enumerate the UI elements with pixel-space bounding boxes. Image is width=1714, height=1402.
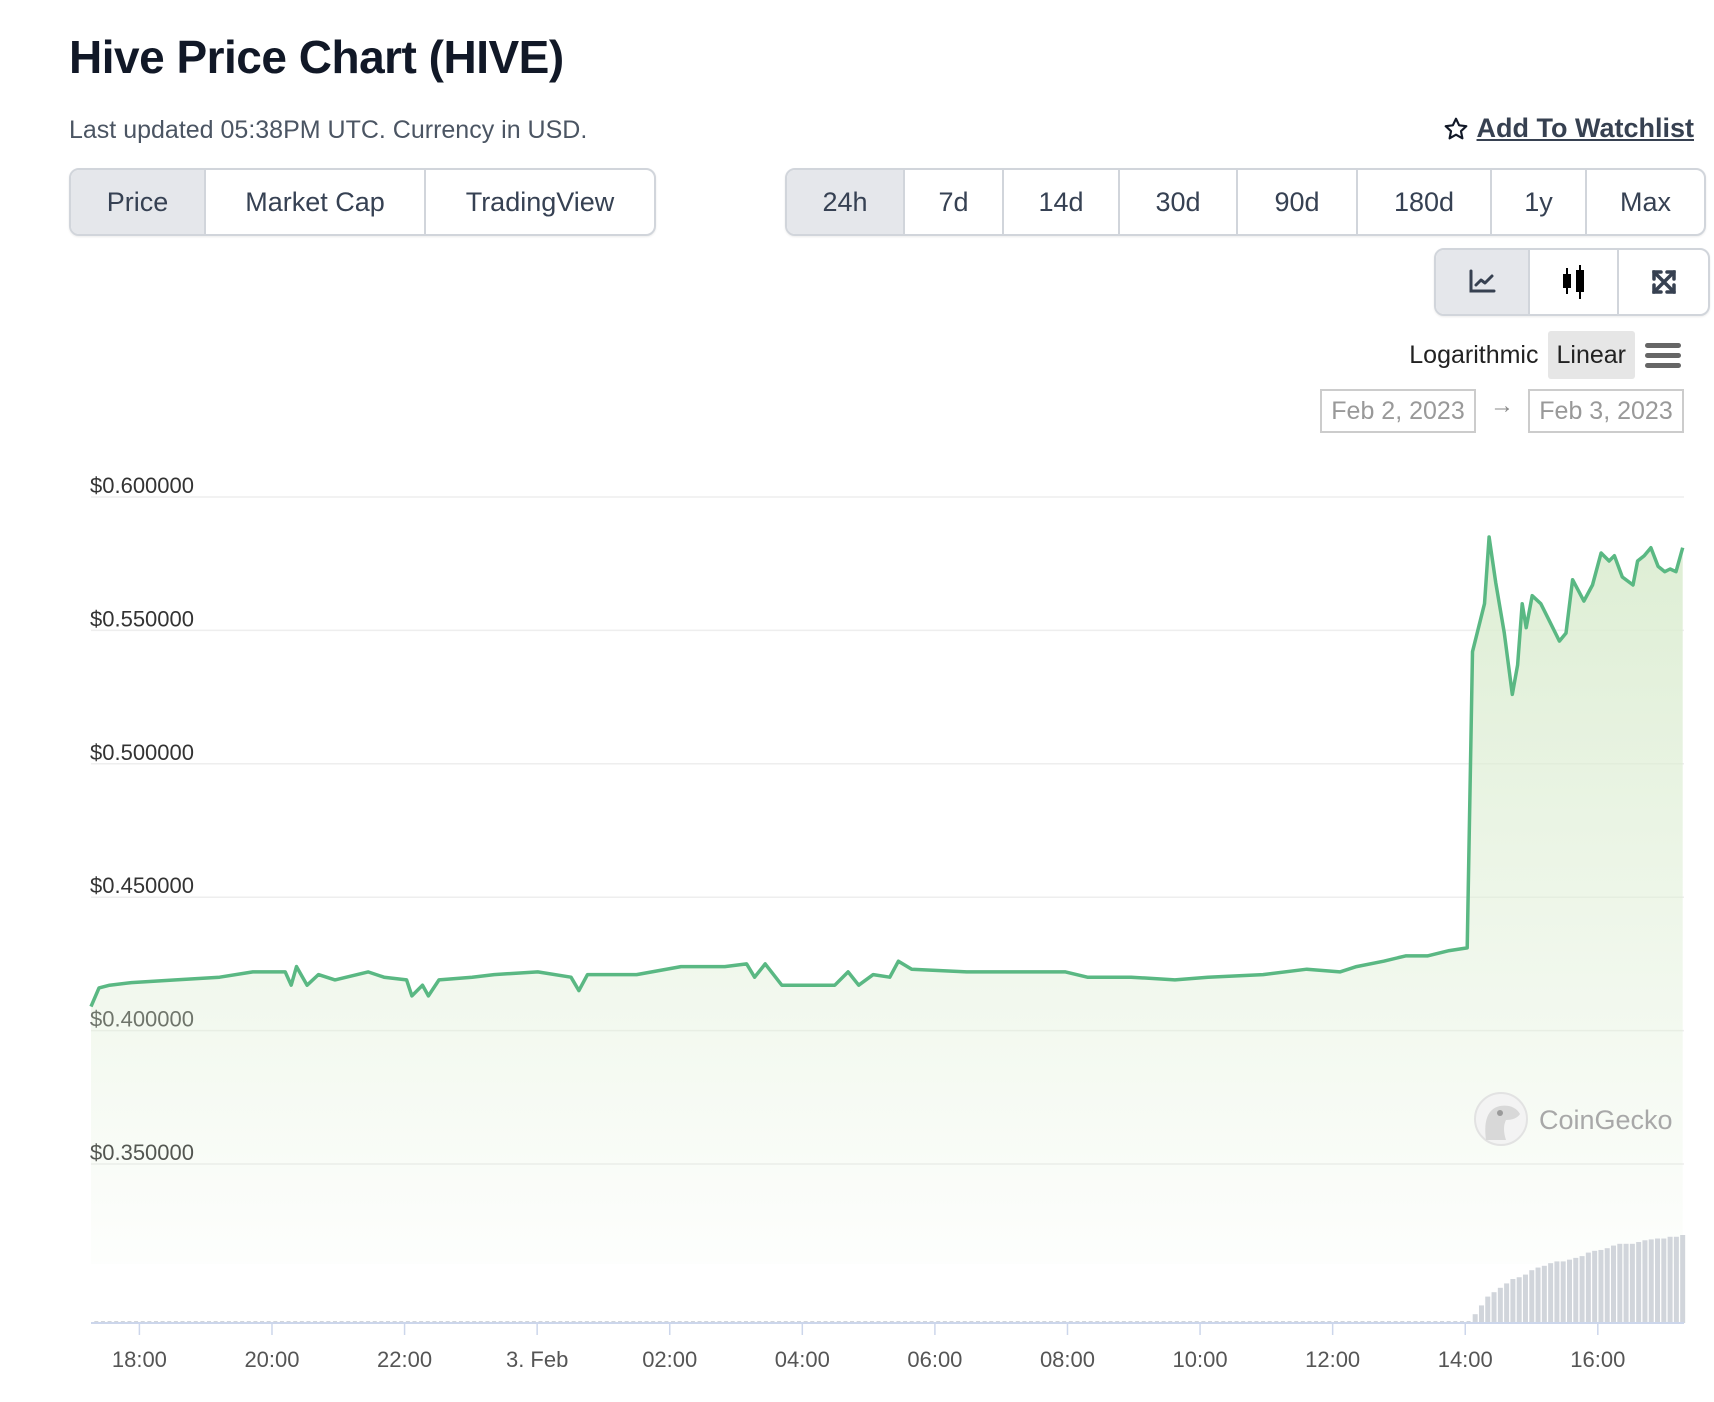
last-updated-text: Last updated 05:38PM UTC. Currency in US… <box>69 116 588 144</box>
date-from-input[interactable]: Feb 2, 2023 <box>1320 389 1476 433</box>
volume-bar <box>1579 1256 1585 1323</box>
x-tick-label: 16:00 <box>1570 1347 1625 1372</box>
volume-bar <box>1472 1314 1478 1323</box>
volume-bar <box>1504 1283 1510 1323</box>
range-1y[interactable]: 1y <box>1492 170 1587 234</box>
volume-bar <box>1585 1252 1591 1323</box>
range-90d[interactable]: 90d <box>1238 170 1358 234</box>
volume-bar <box>1522 1274 1528 1323</box>
page-title: Hive Price Chart (HIVE) <box>69 31 564 83</box>
x-tick-label: 10:00 <box>1173 1347 1228 1372</box>
volume-bar <box>1529 1270 1535 1323</box>
tab-tradingview[interactable]: TradingView <box>465 186 615 217</box>
x-tick-label: 06:00 <box>907 1347 962 1372</box>
range-24h[interactable]: 24h <box>787 170 905 234</box>
chart-type-group <box>1434 248 1710 316</box>
volume-bar <box>1535 1267 1541 1323</box>
line-chart-button[interactable] <box>1436 250 1530 314</box>
volume-bar <box>1573 1257 1579 1323</box>
scale-toggle: Logarithmic Linear <box>1400 331 1681 379</box>
coingecko-watermark: CoinGecko <box>1474 1092 1673 1146</box>
range-180d[interactable]: 180d <box>1358 170 1492 234</box>
arrow-right-icon: → <box>1490 392 1514 419</box>
volume-bar <box>1541 1265 1547 1323</box>
volume-bar <box>1611 1245 1617 1323</box>
price-line <box>89 535 1685 1008</box>
volume-bar <box>1655 1238 1661 1323</box>
fullscreen-button[interactable] <box>1619 250 1708 314</box>
scale-logarithmic[interactable]: Logarithmic <box>1409 341 1539 369</box>
volume-bar <box>1623 1243 1629 1323</box>
x-tick-label: 18:00 <box>112 1347 167 1372</box>
hamburger-menu-icon[interactable] <box>1645 338 1681 373</box>
volume-bar <box>1554 1261 1560 1323</box>
x-tick-label: 14:00 <box>1438 1347 1493 1372</box>
x-tick-label: 20:00 <box>244 1347 299 1372</box>
range-14d[interactable]: 14d <box>1004 170 1120 234</box>
tab-price[interactable]: Price <box>71 170 206 234</box>
x-tick-label: 08:00 <box>1040 1347 1095 1372</box>
range-7d[interactable]: 7d <box>905 170 1004 234</box>
x-tick-label: 3. Feb <box>506 1347 568 1372</box>
line-chart-icon <box>1469 269 1496 293</box>
tab-market-cap[interactable]: Market Cap <box>206 170 426 234</box>
volume-bar <box>1548 1263 1554 1323</box>
scale-linear[interactable]: Linear <box>1547 331 1635 379</box>
volume-bar <box>1516 1277 1522 1323</box>
x-tick-label: 22:00 <box>377 1347 432 1372</box>
watchlist-label: Add To Watchlist <box>1476 113 1694 143</box>
volume-bar <box>1598 1249 1604 1323</box>
volume-bar <box>1485 1296 1491 1323</box>
candlestick-icon <box>1562 265 1584 299</box>
volume-bar <box>1636 1242 1642 1323</box>
volume-bar <box>1497 1287 1503 1323</box>
price-chart[interactable]: $0.600000$0.550000$0.500000$0.450000$0.4… <box>0 440 1714 1402</box>
watermark-text: CoinGecko <box>1539 1105 1673 1135</box>
volume-bar <box>1648 1239 1654 1323</box>
add-to-watchlist-link[interactable]: Add To Watchlist <box>1443 113 1694 144</box>
volume-bar <box>1661 1238 1667 1323</box>
volume-bar <box>1560 1261 1566 1323</box>
volume-bar <box>1604 1248 1610 1323</box>
date-to-input[interactable]: Feb 3, 2023 <box>1528 389 1684 433</box>
y-tick-label: $0.450000 <box>90 873 194 898</box>
x-tick-label: 04:00 <box>775 1347 830 1372</box>
range-max[interactable]: Max <box>1619 186 1671 217</box>
volume-bar <box>1478 1305 1484 1323</box>
range-30d[interactable]: 30d <box>1120 170 1238 234</box>
volume-bar <box>1491 1292 1497 1323</box>
y-tick-label: $0.550000 <box>90 606 194 631</box>
volume-bar <box>1566 1259 1572 1323</box>
price-area-fill <box>91 537 1683 1264</box>
candlestick-button[interactable] <box>1530 250 1619 314</box>
x-tick-label: 12:00 <box>1305 1347 1360 1372</box>
volume-bar <box>1680 1235 1686 1323</box>
volume-bar <box>1592 1250 1598 1323</box>
expand-icon <box>1651 270 1676 294</box>
volume-bar <box>1629 1243 1635 1323</box>
x-tick-label: 02:00 <box>642 1347 697 1372</box>
y-tick-label: $0.500000 <box>90 740 194 765</box>
volume-bar <box>1617 1243 1623 1323</box>
range-tab-group: 24h 7d 14d 30d 90d 180d 1y Max <box>785 168 1706 236</box>
volume-bar <box>1673 1236 1679 1323</box>
y-tick-label: $0.600000 <box>90 473 194 498</box>
volume-bar <box>1510 1279 1516 1323</box>
volume-bar <box>1667 1236 1673 1323</box>
volume-bar <box>1642 1240 1648 1323</box>
view-tab-group: Price Market Cap TradingView <box>69 168 656 236</box>
star-icon <box>1444 117 1467 139</box>
